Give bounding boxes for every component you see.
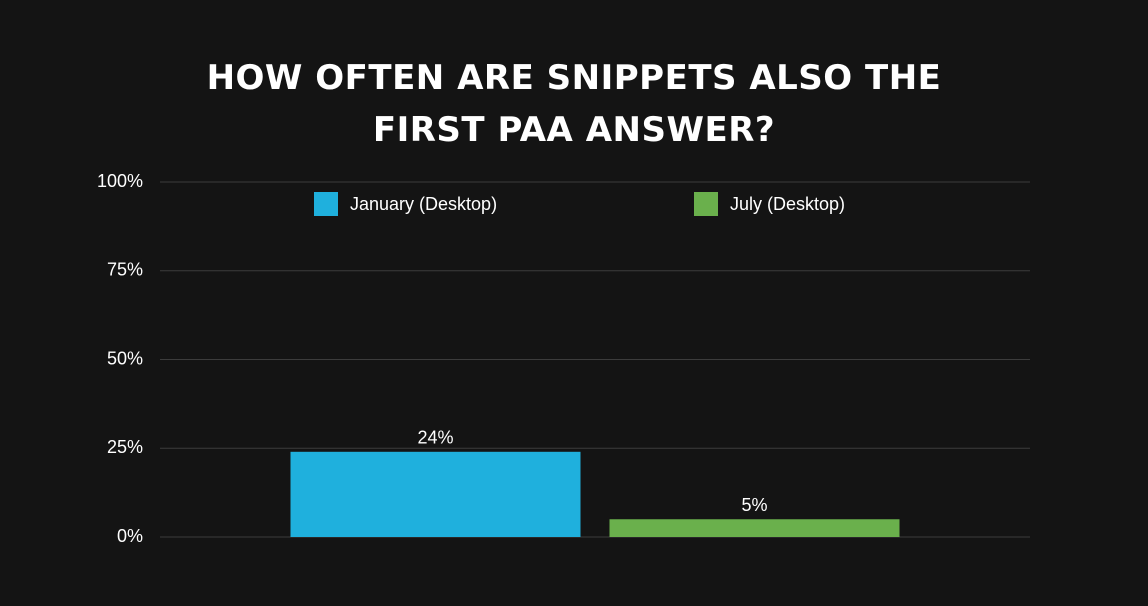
- legend-label: July (Desktop): [730, 194, 845, 214]
- legend-swatch: [314, 192, 338, 216]
- value-label: 5%: [741, 495, 767, 515]
- bar: [290, 451, 581, 537]
- y-tick-label: 75%: [107, 260, 143, 280]
- legend-label: January (Desktop): [350, 194, 497, 214]
- legend-swatch: [694, 192, 718, 216]
- y-tick-label: 50%: [107, 348, 143, 368]
- chart-title: HOW OFTEN ARE SNIPPETS ALSO THE FIRST PA…: [206, 58, 942, 150]
- y-tick-label: 100%: [97, 171, 143, 191]
- value-label: 24%: [417, 428, 453, 448]
- y-tick-label: 25%: [107, 437, 143, 457]
- y-tick-label: 0%: [117, 526, 143, 546]
- bar: [609, 519, 900, 537]
